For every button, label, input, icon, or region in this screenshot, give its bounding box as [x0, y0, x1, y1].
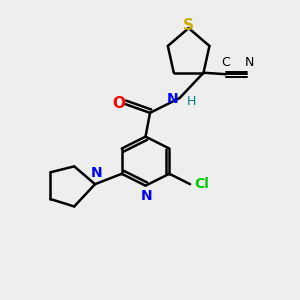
Text: N: N [245, 56, 254, 69]
Text: Cl: Cl [195, 177, 209, 191]
Text: S: S [183, 18, 194, 33]
Text: O: O [112, 96, 125, 111]
Text: N: N [91, 166, 102, 180]
Text: N: N [141, 189, 153, 203]
Text: H: H [186, 95, 196, 108]
Text: C: C [221, 56, 230, 69]
Text: N: N [167, 92, 178, 106]
